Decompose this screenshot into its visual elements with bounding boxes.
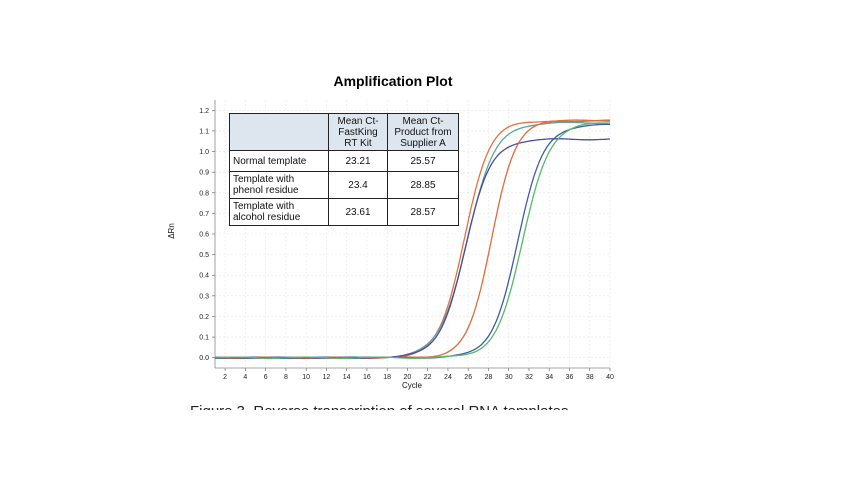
x-tick-label: 20 [404, 374, 412, 381]
y-tick-label: 0.3 [199, 293, 209, 300]
x-tick-label: 40 [606, 374, 614, 381]
table-header-supplier-a: Mean Ct- Product from Supplier A [387, 113, 459, 151]
row-label: Template with alcohol residue [229, 198, 329, 226]
y-tick-label: 1.1 [199, 128, 209, 135]
x-tick-label: 6 [264, 374, 268, 381]
x-tick-label: 38 [586, 374, 594, 381]
table-row: Template with phenol residue 23.4 28.85 [229, 171, 459, 199]
y-tick-label: 0.5 [199, 252, 209, 259]
row-label: Template with phenol residue [229, 171, 329, 199]
table-header-blank [229, 113, 329, 151]
y-tick-label: 1.0 [199, 149, 209, 156]
x-tick-label: 12 [323, 374, 331, 381]
x-tick-label: 16 [363, 374, 371, 381]
y-tick-label: 0.1 [199, 335, 209, 342]
supplier-a-ct: 28.85 [387, 171, 459, 199]
amplification-curves [214, 119, 611, 359]
supplier-a-ct: 25.57 [387, 150, 459, 172]
x-tick-labels: 2 4 6 8 10 12 14 16 18 20 22 24 26 28 30 32 34 36 38 40 [223, 374, 614, 381]
row-label: Normal template [229, 150, 329, 172]
fastking-ct: 23.61 [328, 198, 388, 226]
x-tick-label: 18 [383, 374, 391, 381]
table-header-row: Mean Ct- FastKing RT Kit Mean Ct- Product f… [229, 113, 459, 151]
y-tick-label: 0.0 [199, 355, 209, 362]
figure-caption-cropped: Figure 3. Reverse transcription of sever… [190, 401, 569, 410]
x-tick-label: 14 [343, 374, 351, 381]
y-tick-label: 0.4 [199, 273, 209, 280]
x-tick-label: 36 [566, 374, 574, 381]
x-tick-label: 4 [243, 374, 247, 381]
y-tick-label: 0.8 [199, 190, 209, 197]
y-tick-label: 0.2 [199, 314, 209, 321]
x-tick-label: 10 [302, 374, 310, 381]
y-tick-label: 0.6 [199, 232, 209, 239]
supplier-a-ct: 28.57 [387, 198, 459, 226]
x-axis-label: Cycle [402, 381, 423, 390]
table-header-fastking: Mean Ct- FastKing RT Kit [328, 113, 388, 151]
x-tick-label: 24 [444, 374, 452, 381]
fastking-ct: 23.21 [328, 150, 388, 172]
x-tick-label: 26 [464, 374, 472, 381]
y-tick-labels: 0.0 0.1 0.2 0.3 0.4 0.5 0.6 0.7 0.8 0.9 1.0 1.1 1.2 [199, 108, 209, 362]
x-tick-label: 2 [223, 374, 227, 381]
x-tick-label: 8 [284, 374, 288, 381]
axes [212, 100, 611, 371]
chart-title: Amplification Plot [334, 73, 453, 89]
y-tick-label: 1.2 [199, 108, 209, 115]
table-row: Template with alcohol residue 23.61 28.57 [229, 198, 459, 226]
x-tick-label: 30 [505, 374, 513, 381]
y-tick-label: 0.7 [199, 211, 209, 218]
amplification-curve-6 [214, 122, 611, 359]
y-axis-label: ΔRn [167, 223, 176, 239]
fastking-ct: 23.4 [328, 171, 388, 199]
ct-comparison-table: Mean Ct- FastKing RT Kit Mean Ct- Product f… [229, 113, 459, 226]
x-tick-label: 34 [545, 374, 553, 381]
x-tick-label: 22 [424, 374, 432, 381]
y-tick-label: 0.9 [199, 170, 209, 177]
table-row: Normal template 23.21 25.57 [229, 150, 459, 172]
x-tick-label: 32 [525, 374, 533, 381]
x-tick-label: 28 [485, 374, 493, 381]
